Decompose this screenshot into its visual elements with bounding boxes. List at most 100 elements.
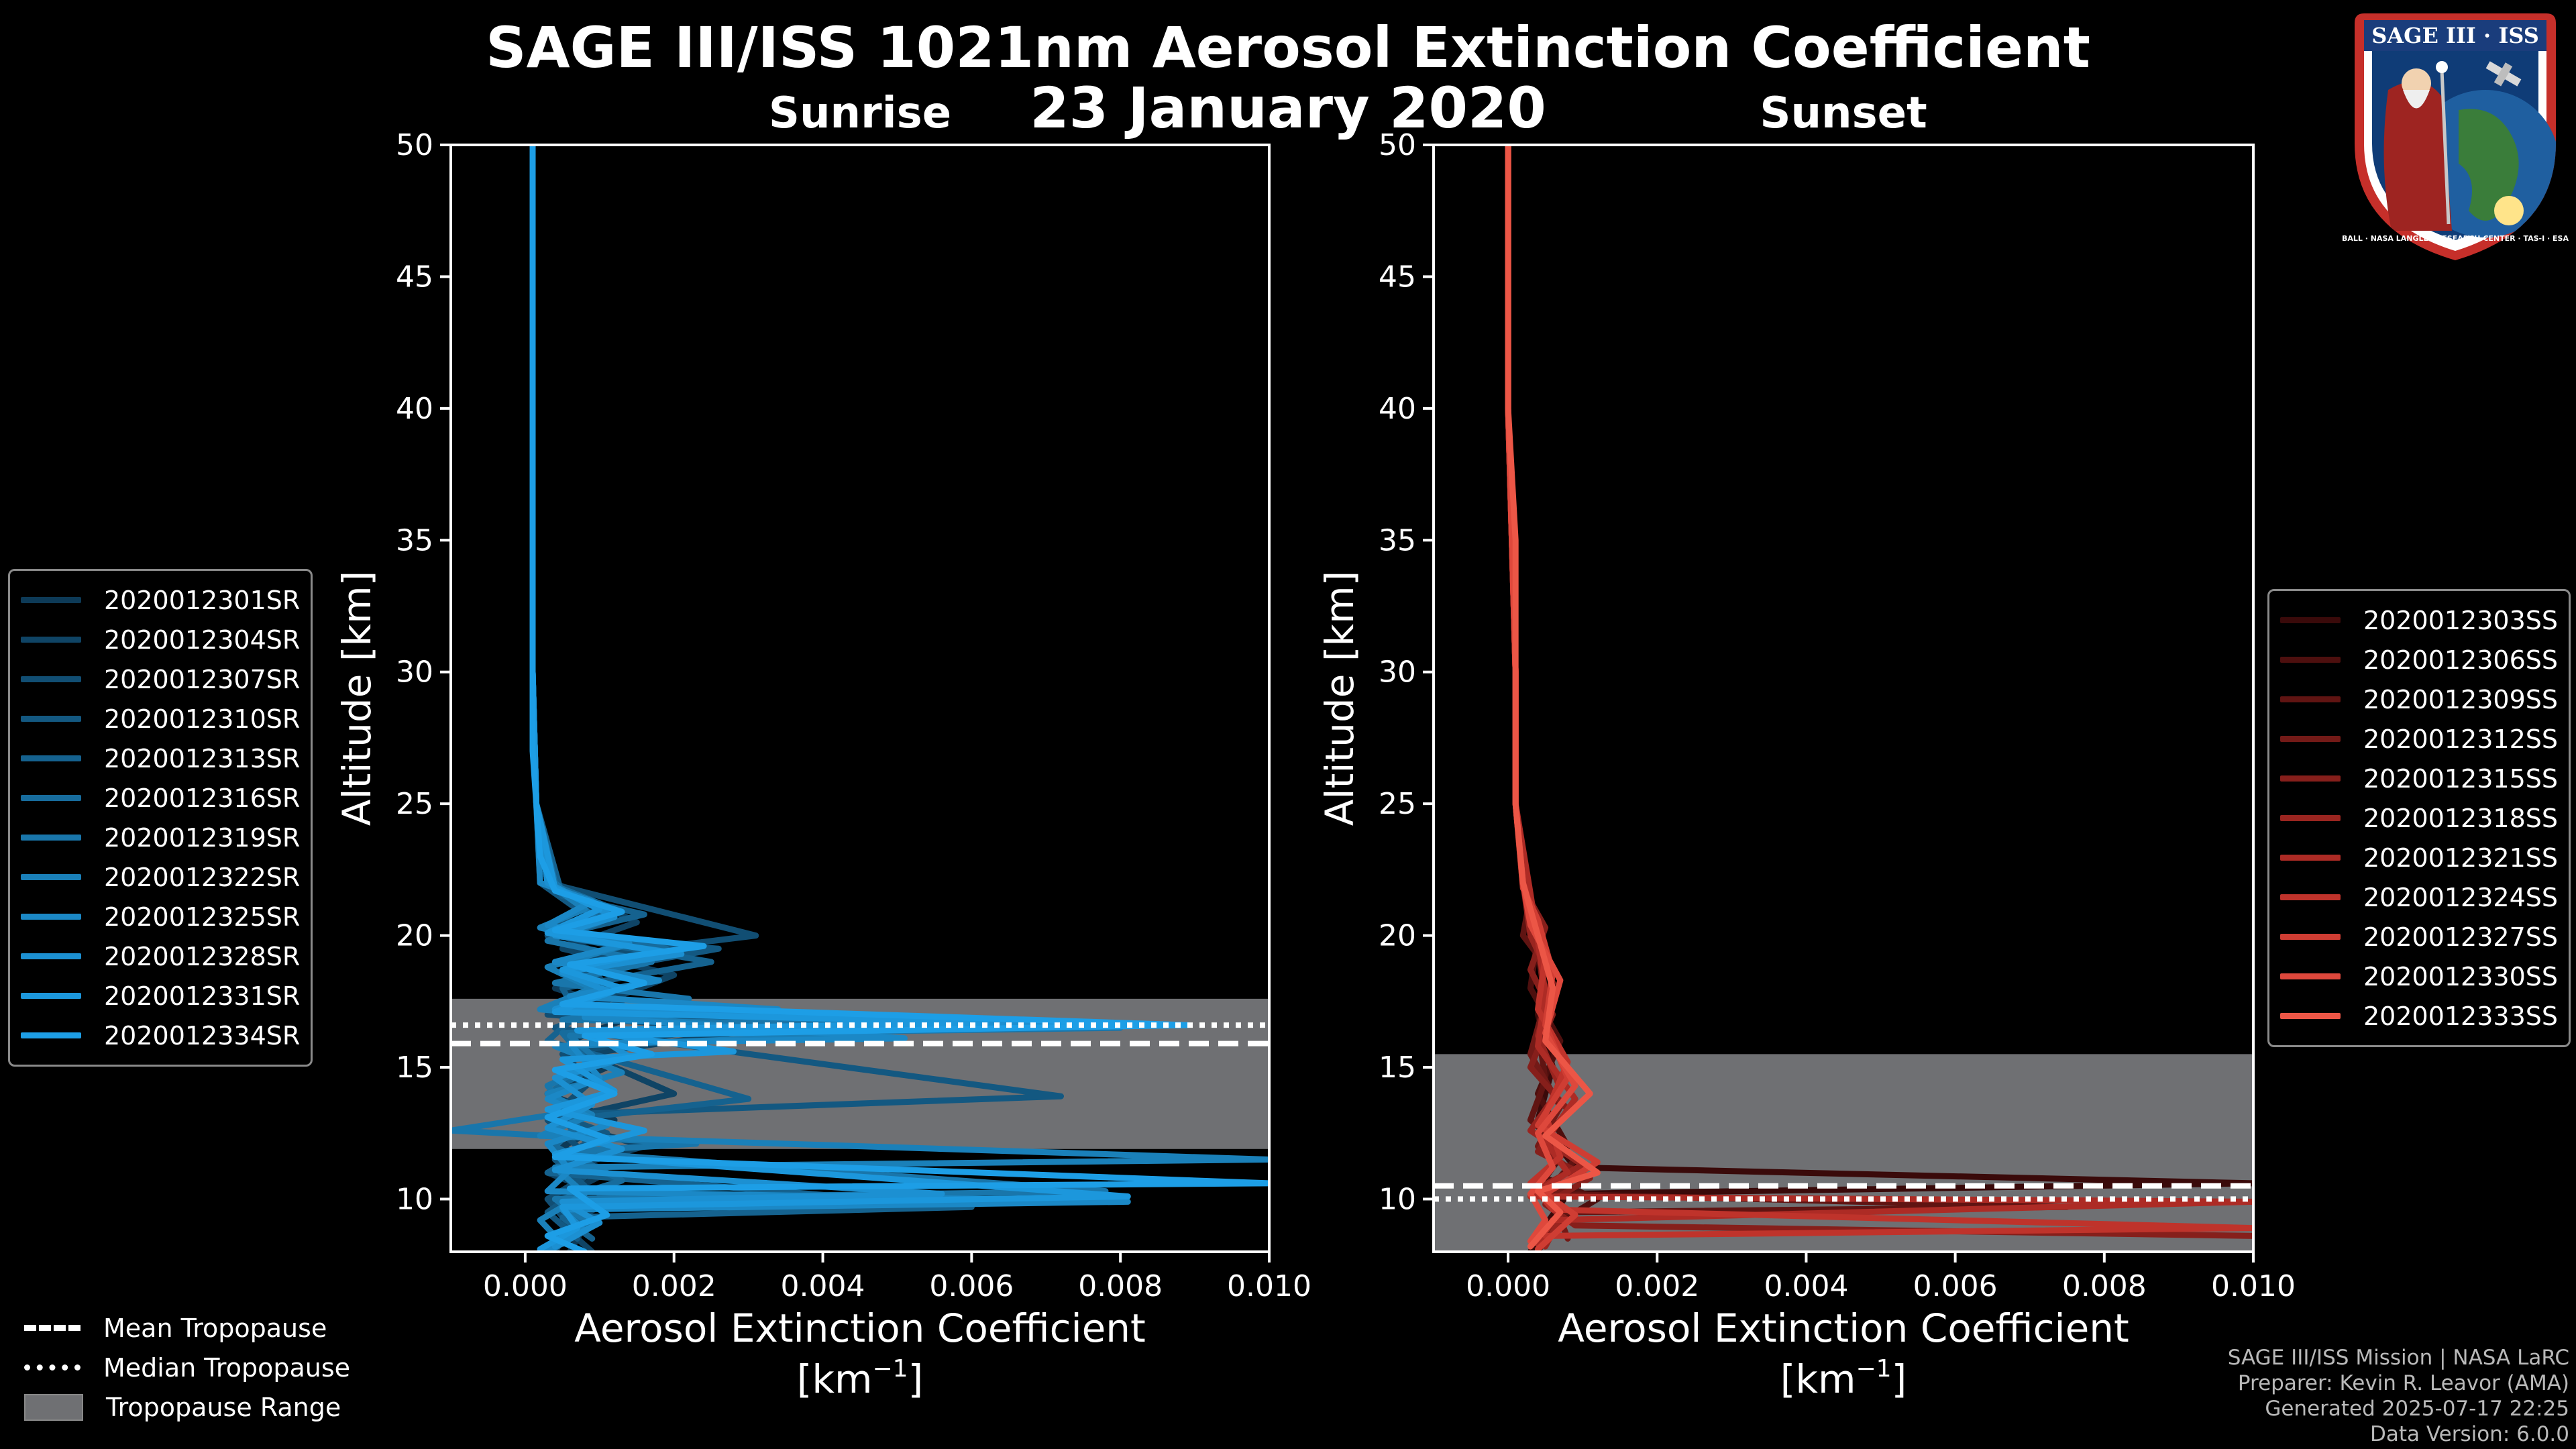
dotted-line-swatch xyxy=(24,1364,80,1371)
legend-item: 2020012303SS xyxy=(2280,600,2558,640)
legend-item: 2020012313SR xyxy=(21,739,300,778)
legend-label: 2020012307SR xyxy=(104,664,301,694)
sunset-panel: 0.000 0.002 0.004 0.006 0.008 0.010 10 15 20 25 30… xyxy=(1317,89,2296,1402)
y-axis-label: Altitude [km] xyxy=(1317,571,1362,826)
y-tick-label: 20 xyxy=(396,919,433,953)
legend-label: 2020012313SR xyxy=(104,743,301,773)
plot-frame xyxy=(449,144,1271,1253)
y-tick-label: 15 xyxy=(396,1051,433,1085)
unit-exponent: −1 xyxy=(1856,1355,1892,1383)
y-tick-label: 50 xyxy=(1379,128,1416,162)
legend-item: 2020012309SS xyxy=(2280,680,2558,719)
legend-item: 2020012325SR xyxy=(21,897,300,936)
legend-item: 2020012310SR xyxy=(21,699,300,739)
legend-swatch xyxy=(2280,1013,2341,1019)
y-tick-label: 40 xyxy=(396,392,433,426)
legend-swatch xyxy=(21,755,81,761)
legend-swatch xyxy=(2280,894,2341,900)
series-group xyxy=(1505,145,2253,1252)
x-tick-label: 0.010 xyxy=(1227,1269,1311,1303)
legend-label: 2020012312SS xyxy=(2363,724,2559,754)
legend-item: 2020012330SS xyxy=(2280,957,2558,996)
sunset-legend: 2020012303SS 2020012306SS 2020012309SS 2020… xyxy=(2267,589,2571,1047)
x-axis-label: Aerosol Extinction Coefficient xyxy=(574,1305,1146,1351)
legend-swatch xyxy=(21,637,81,643)
y-tick-label: 25 xyxy=(1379,787,1416,821)
panel-title: Sunset xyxy=(1760,89,1927,138)
sunrise-panel: 0.000 0.002 0.004 0.006 0.008 0.010 10 15 20 25 30… xyxy=(334,89,1311,1402)
legend-label: 2020012324SS xyxy=(2363,882,2559,912)
legend-label: 2020012334SR xyxy=(104,1020,301,1051)
x-axis-unit-label: [km−1] xyxy=(1780,1355,1907,1402)
y-tick-label: 10 xyxy=(1379,1182,1416,1216)
legend-label: 2020012309SS xyxy=(2363,684,2559,714)
x-tick-label: 0.008 xyxy=(1078,1269,1163,1303)
sage-iii-iss-mission-patch-icon: SAGE III · ISS BALL · NASA LANGLEY RESEA… xyxy=(2342,13,2569,260)
figure-title: SAGE III/ISS 1021nm Aerosol Extinction C… xyxy=(486,15,2090,80)
legend-swatch xyxy=(2280,657,2341,663)
credit-line: Generated 2025-07-17 22:25 xyxy=(2265,1397,2569,1421)
legend-swatch xyxy=(2280,696,2341,702)
dashed-line-swatch xyxy=(24,1325,80,1331)
y-tick-label: 45 xyxy=(1379,260,1416,294)
legend-swatch xyxy=(2280,617,2341,623)
svg-text:SAGE III · ISS: SAGE III · ISS xyxy=(2371,23,2539,48)
legend-label: 2020012303SS xyxy=(2363,605,2559,635)
x-tick-label: 0.006 xyxy=(929,1269,1014,1303)
x-tick-label: 0.004 xyxy=(1764,1269,1848,1303)
range-swatch xyxy=(24,1393,83,1421)
legend-swatch xyxy=(21,914,81,920)
legend-swatch xyxy=(21,835,81,841)
median-tropopause-label: Median Tropopause xyxy=(103,1352,350,1383)
legend-item: 2020012319SR xyxy=(21,818,300,857)
mean-tropopause-legend-item: Mean Tropopause xyxy=(24,1308,350,1348)
legend-label: 2020012331SR xyxy=(104,981,301,1011)
series-line-2020012334SR xyxy=(529,145,1269,1252)
legend-item: 2020012318SS xyxy=(2280,798,2558,838)
legend-item: 2020012321SS xyxy=(2280,838,2558,877)
legend-item: 2020012334SR xyxy=(21,1016,300,1055)
mean-tropopause-label: Mean Tropopause xyxy=(103,1313,327,1343)
legend-item: 2020012322SR xyxy=(21,857,300,897)
legend-label: 2020012315SS xyxy=(2363,763,2559,794)
legend-swatch xyxy=(2280,775,2341,782)
legend-label: 2020012322SR xyxy=(104,862,301,892)
unit-base: [km xyxy=(1780,1356,1856,1402)
legend-item: 2020012327SS xyxy=(2280,917,2558,957)
y-tick-label: 30 xyxy=(396,655,433,690)
y-tick-label: 20 xyxy=(1379,919,1416,953)
unit-close: ] xyxy=(908,1356,924,1402)
plot-frame xyxy=(1432,144,2255,1253)
x-tick-label: 0.002 xyxy=(1615,1269,1699,1303)
legend-swatch xyxy=(2280,855,2341,861)
legend-label: 2020012304SR xyxy=(104,625,301,655)
x-axis-unit-label: [km−1] xyxy=(797,1355,923,1402)
legend-swatch xyxy=(21,716,81,722)
median-tropopause-legend-item: Median Tropopause xyxy=(24,1348,350,1387)
tropopause-range-legend-item: Tropopause Range xyxy=(24,1387,350,1427)
x-tick-label: 0.004 xyxy=(781,1269,865,1303)
y-tick-label: 45 xyxy=(396,260,433,294)
legend-label: 2020012328SR xyxy=(104,941,301,971)
legend-label: 2020012321SS xyxy=(2363,843,2559,873)
legend-label: 2020012319SR xyxy=(104,822,301,853)
x-axis-label: Aerosol Extinction Coefficient xyxy=(1558,1305,2129,1351)
unit-base: [km xyxy=(797,1356,873,1402)
legend-item: 2020012331SR xyxy=(21,976,300,1016)
legend-item: 2020012312SS xyxy=(2280,719,2558,759)
credits: SAGE III/ISS Mission | NASA LaRC Prepare… xyxy=(2228,1345,2569,1447)
legend-swatch xyxy=(2280,934,2341,940)
y-tick-label: 50 xyxy=(396,128,433,162)
y-tick-label: 25 xyxy=(396,787,433,821)
legend-item: 2020012307SR xyxy=(21,659,300,699)
credit-line: SAGE III/ISS Mission | NASA LaRC xyxy=(2227,1346,2569,1370)
y-axis-label: Altitude [km] xyxy=(334,571,380,826)
legend-label: 2020012325SR xyxy=(104,902,301,932)
legend-swatch xyxy=(21,993,81,999)
y-tick-label: 10 xyxy=(396,1182,433,1216)
x-tick-label: 0.002 xyxy=(632,1269,716,1303)
x-tick-label: 0.010 xyxy=(2211,1269,2296,1303)
tropopause-range-label: Tropopause Range xyxy=(106,1392,341,1422)
legend-swatch xyxy=(21,597,81,603)
unit-close: ] xyxy=(1892,1356,1907,1402)
